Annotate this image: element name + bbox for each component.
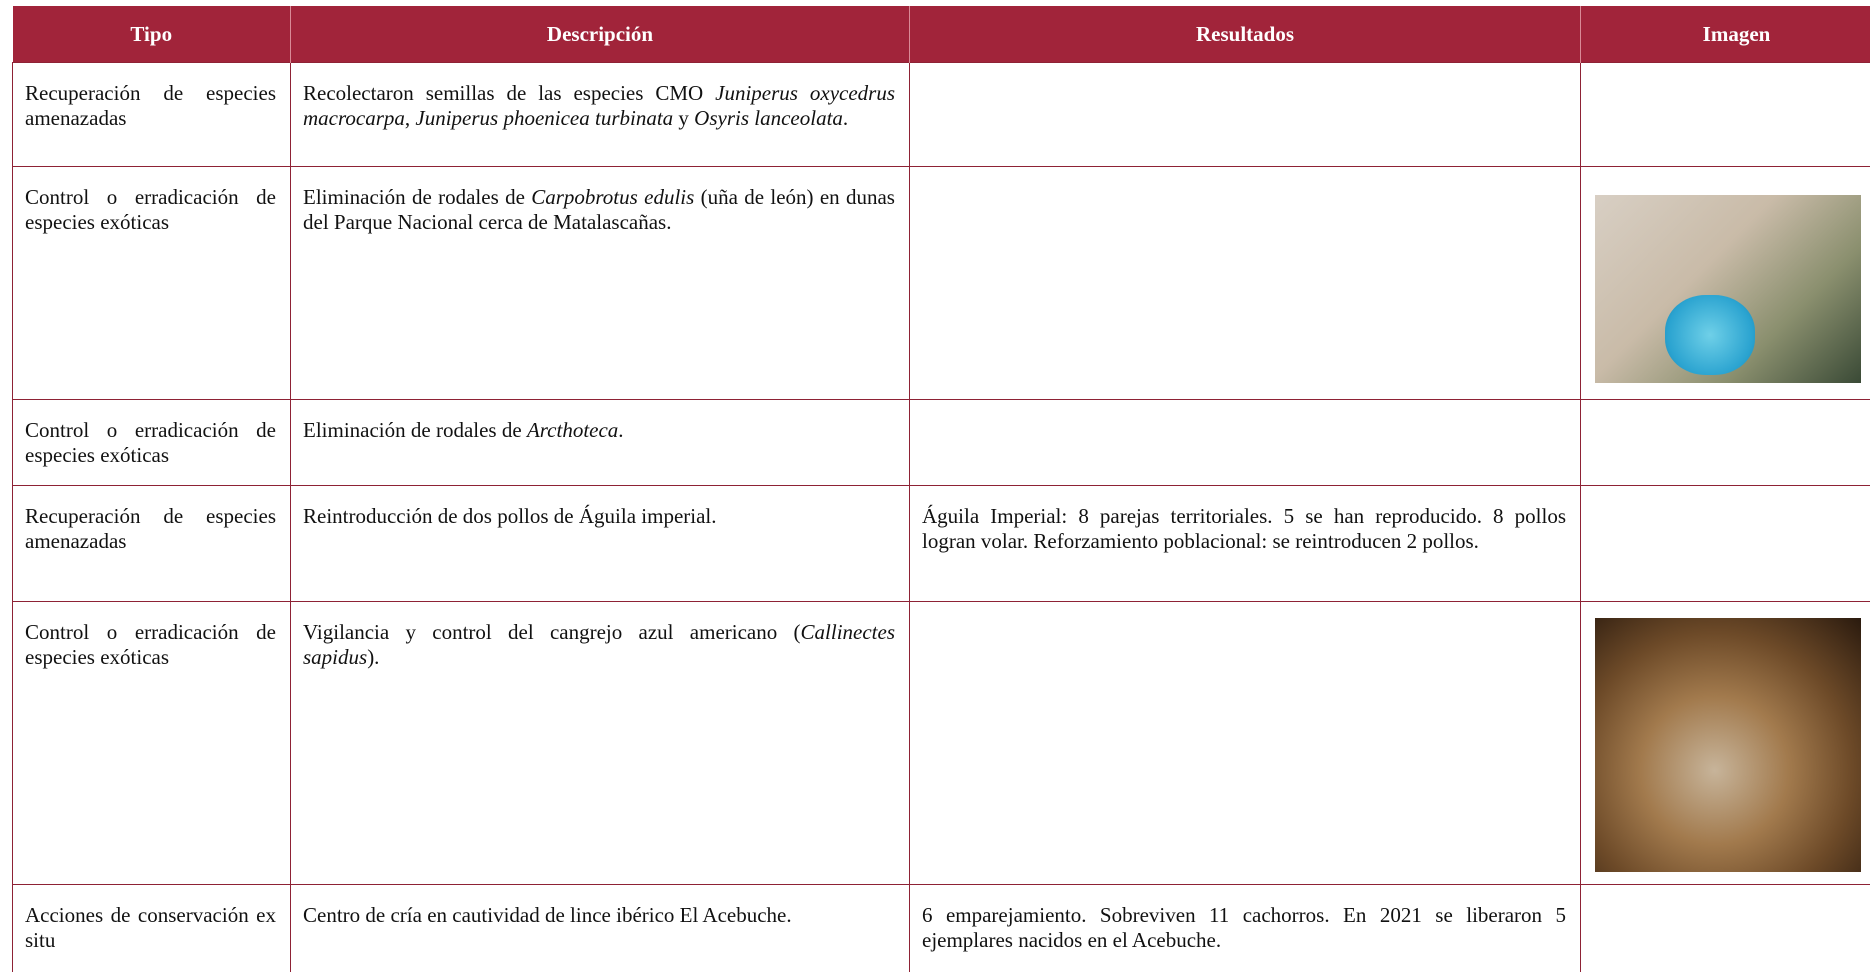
resultados-cell — [909, 399, 1581, 486]
descripcion-cell: Recolectaron semillas de las especies CM… — [290, 62, 910, 167]
descripcion-cell: Centro de cría en cautividad de lince ib… — [290, 884, 910, 972]
photo — [1595, 195, 1861, 383]
resultados-cell — [909, 62, 1581, 167]
descripcion-cell: Eliminación de rodales de Arcthoteca. — [290, 399, 910, 486]
imagen-cell — [1580, 601, 1870, 885]
text: Vigilancia y control del cangrejo azul a… — [303, 620, 801, 644]
column-header: Descripción — [290, 6, 910, 63]
text: ). — [367, 645, 380, 669]
text: Recolectaron semillas de las especies CM… — [303, 81, 716, 105]
descripcion-cell: Reintroducción de dos pollos de Águila i… — [290, 485, 910, 602]
tipo-cell: Recuperación de especies amenazadas — [12, 62, 291, 167]
species-name: Carpobrotus edulis — [531, 185, 695, 209]
species-name: Juniperus oxycedrus macrocarpa — [303, 81, 896, 130]
imagen-cell — [1580, 62, 1870, 167]
header-row: Tipo Descripción Resultados Imagen — [12, 6, 1870, 63]
tipo-cell: Control o erradicación de especies exóti… — [12, 601, 291, 885]
text: , — [404, 106, 416, 130]
tipo-cell: Recuperación de especies amenazadas — [12, 485, 291, 602]
resultados-cell — [909, 601, 1581, 885]
imagen-cell — [1580, 166, 1870, 400]
text: (uña de león) en dunas del Parque Nacion… — [303, 185, 895, 234]
imagen-cell — [1580, 485, 1870, 602]
column-header: Tipo — [12, 6, 291, 63]
column-header: Imagen — [1580, 6, 1870, 63]
species-name: Osyris lanceolata — [694, 106, 843, 130]
imagen-cell — [1580, 399, 1870, 486]
species-name: Callinectes sapidus — [303, 620, 895, 669]
text: . — [618, 418, 624, 442]
imagen-cell — [1580, 884, 1870, 972]
tipo-cell: Control o erradicación de especies exóti… — [12, 166, 291, 400]
text: Eliminación de rodales de — [303, 418, 527, 442]
text: Eliminación de rodales de — [303, 185, 532, 209]
resultados-cell: 6 emparejamiento. Sobreviven 11 cachorro… — [909, 884, 1581, 972]
text: . — [842, 106, 849, 130]
species-name: Juniperus phoenicea turbinata — [415, 106, 674, 130]
actions-table: Tipo Descripción Resultados Imagen Recupera… — [12, 6, 1870, 972]
table-row: Control o erradicación de especies exóti… — [12, 399, 1870, 486]
photo — [1595, 618, 1861, 872]
table-row: Recuperación de especies amenazadas Recol… — [12, 62, 1870, 167]
table-row: Control o erradicación de especies exóti… — [12, 166, 1870, 400]
table-row: Recuperación de especies amenazadas Reint… — [12, 485, 1870, 602]
resultados-cell — [909, 166, 1581, 400]
descripcion-cell: Vigilancia y control del cangrejo azul a… — [290, 601, 910, 885]
descripcion-cell: Eliminación de rodales de Carpobrotus ed… — [290, 166, 910, 400]
text: y — [673, 106, 695, 130]
tipo-cell: Control o erradicación de especies exóti… — [12, 399, 291, 486]
table-body: Recuperación de especies amenazadas Recol… — [12, 62, 1870, 972]
tipo-cell: Acciones de conservación ex situ — [12, 884, 291, 972]
column-header: Resultados — [909, 6, 1581, 63]
text: Reintroducción de dos pollos de Águila i… — [303, 504, 717, 528]
table-row: Control o erradicación de especies exóti… — [12, 601, 1870, 885]
table-container: Tipo Descripción Resultados Imagen Recupera… — [12, 6, 1870, 972]
table-row: Acciones de conservación ex situ Centro d… — [12, 884, 1870, 972]
resultados-cell: Águila Imperial: 8 parejas territoriales… — [909, 485, 1581, 602]
text: Centro de cría en cautividad de lince ib… — [303, 903, 792, 927]
species-name: Arcthoteca — [526, 418, 619, 442]
